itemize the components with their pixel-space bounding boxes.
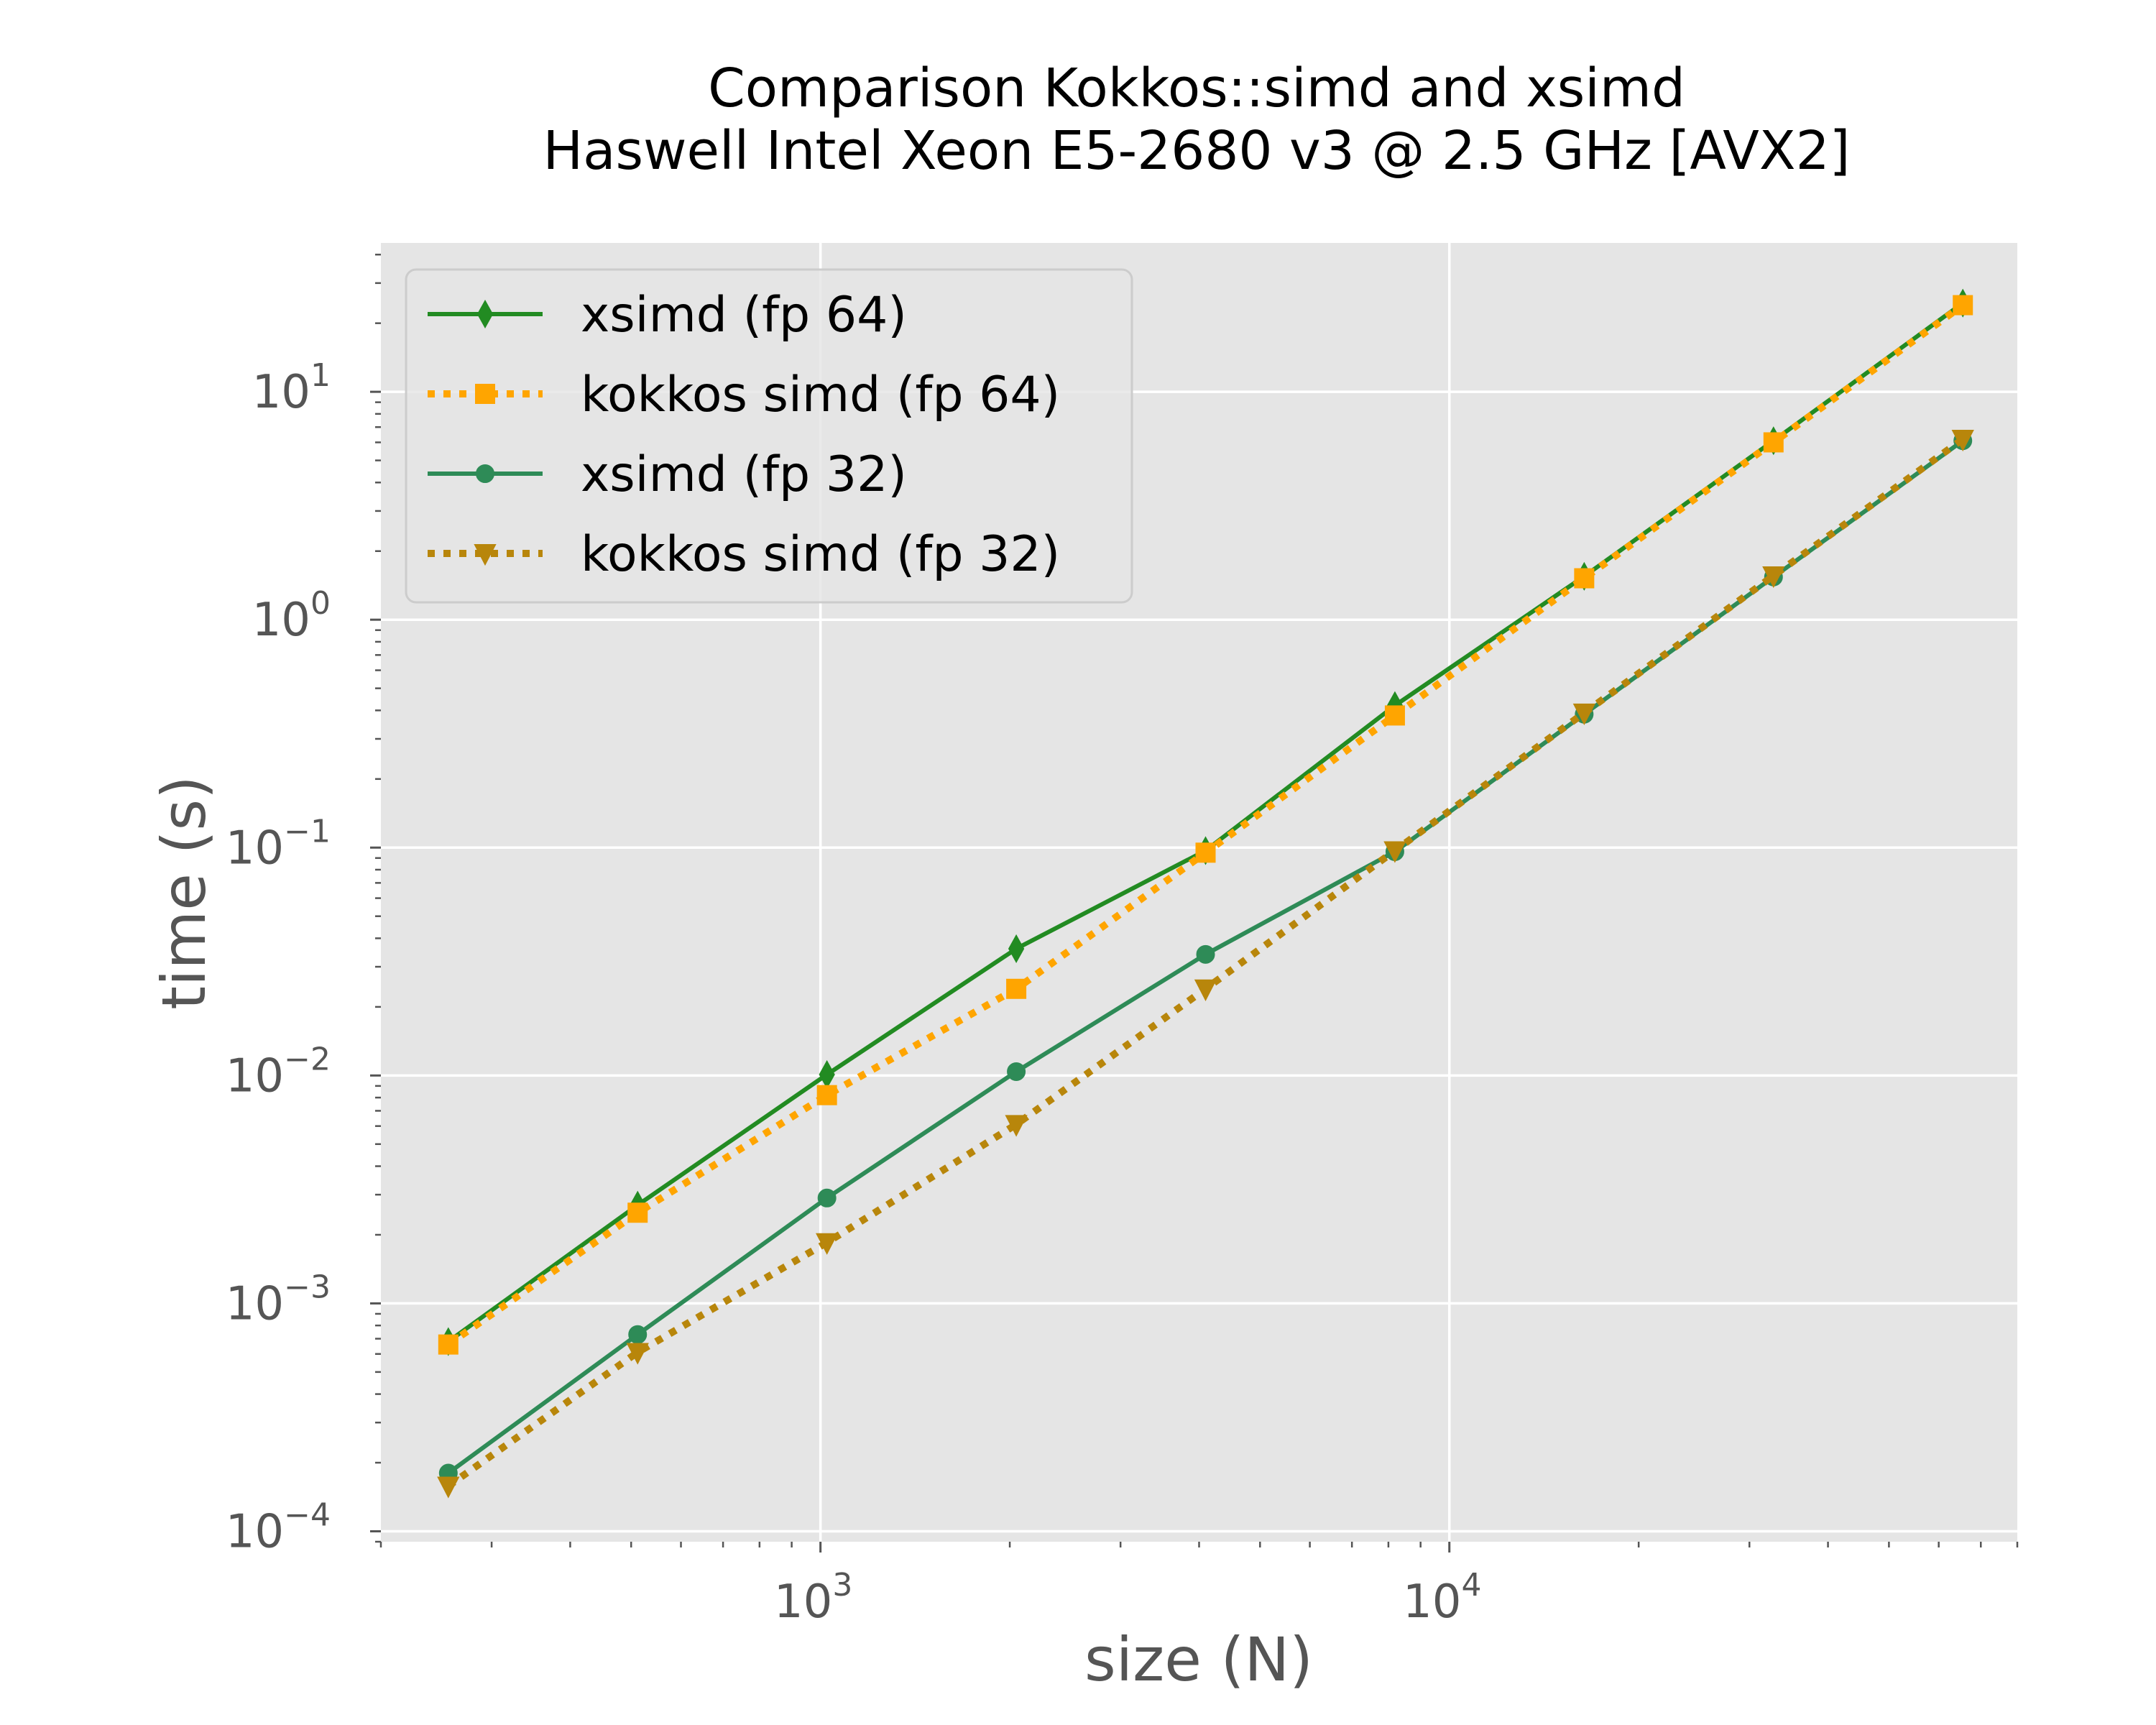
chart-title: Comparison Kokkos::simd and xsimd xyxy=(708,58,1685,119)
y-tick-label-exponent: 1 xyxy=(310,357,331,394)
y-tick-label-exponent: 0 xyxy=(310,585,331,622)
legend-marker xyxy=(474,544,497,566)
y-tick-label-exponent: −1 xyxy=(284,813,331,850)
x-tick-label-exponent: 4 xyxy=(1461,1567,1481,1604)
chart-subtitle: Haswell Intel Xeon E5-2680 v3 @ 2.5 GHz … xyxy=(543,120,1850,182)
data-point xyxy=(1194,979,1217,1001)
y-tick-label: 101 xyxy=(252,357,331,419)
legend-item: xsimd (fp 64) xyxy=(428,287,907,344)
data-point xyxy=(1005,1115,1028,1137)
data-point xyxy=(1196,944,1215,964)
data-point xyxy=(817,1188,837,1208)
x-tick-label-base: 10 xyxy=(774,1576,832,1629)
y-tick-label-base: 10 xyxy=(226,1049,284,1103)
series-layer xyxy=(437,288,1974,1499)
data-point xyxy=(1384,705,1405,726)
data-point xyxy=(1195,842,1216,863)
series-4 xyxy=(437,429,1974,1499)
data-point xyxy=(1008,934,1025,964)
legend-label: xsimd (fp 64) xyxy=(581,287,907,344)
data-point xyxy=(1951,429,1974,452)
legend-item: kokkos simd (fp 64) xyxy=(428,367,1060,423)
data-point xyxy=(1007,1062,1026,1081)
data-point xyxy=(1572,703,1596,726)
data-point xyxy=(437,1476,460,1499)
y-tick-label: 10−2 xyxy=(226,1041,331,1103)
data-point xyxy=(1006,978,1027,999)
data-point xyxy=(627,1202,648,1223)
y-tick-label-exponent: −3 xyxy=(284,1269,331,1305)
y-tick-label-base: 10 xyxy=(252,366,310,419)
legend-marker xyxy=(476,464,494,483)
y-tick-label-base: 10 xyxy=(226,1505,284,1558)
data-point xyxy=(628,1325,648,1344)
legend-item: kokkos simd (fp 32) xyxy=(428,526,1060,583)
data-point xyxy=(1762,566,1785,589)
series-2 xyxy=(438,295,1973,1355)
legend-label: xsimd (fp 32) xyxy=(581,446,907,503)
data-point xyxy=(1953,295,1973,316)
x-axis-label: size (N) xyxy=(1084,1624,1313,1695)
y-tick-label: 10−3 xyxy=(226,1269,331,1330)
legend-marker xyxy=(476,299,494,329)
legend-marker xyxy=(475,384,495,404)
y-tick-label: 100 xyxy=(252,585,331,647)
y-axis-label: time (s) xyxy=(149,776,219,1010)
legend-label: kokkos simd (fp 64) xyxy=(581,367,1060,423)
data-point xyxy=(438,1334,459,1355)
y-tick-label-base: 10 xyxy=(226,822,284,875)
data-point xyxy=(816,1233,839,1255)
data-point xyxy=(1763,432,1784,453)
y-tick-label-base: 10 xyxy=(252,594,310,647)
x-tick-label-exponent: 3 xyxy=(832,1567,852,1604)
axis-ticks xyxy=(370,253,2019,1552)
x-tick-label: 103 xyxy=(774,1567,852,1629)
data-point xyxy=(626,1343,649,1365)
y-tick-label-exponent: −4 xyxy=(284,1496,331,1533)
legend-box xyxy=(405,268,1133,604)
legend-label: kokkos simd (fp 32) xyxy=(581,526,1060,583)
y-tick-label-base: 10 xyxy=(226,1277,284,1330)
legend-item: xsimd (fp 32) xyxy=(428,446,907,503)
data-point xyxy=(816,1085,837,1105)
y-tick-label-exponent: −2 xyxy=(284,1041,331,1077)
y-tick-label: 10−1 xyxy=(226,813,331,875)
y-tick-label: 10−4 xyxy=(226,1496,331,1558)
x-tick-label: 104 xyxy=(1403,1567,1481,1629)
x-tick-label-base: 10 xyxy=(1403,1576,1461,1629)
data-point xyxy=(1574,568,1595,589)
data-point xyxy=(1383,841,1406,863)
legend: xsimd (fp 64) kokkos simd (fp 64) xsimd (f… xyxy=(405,268,1133,604)
